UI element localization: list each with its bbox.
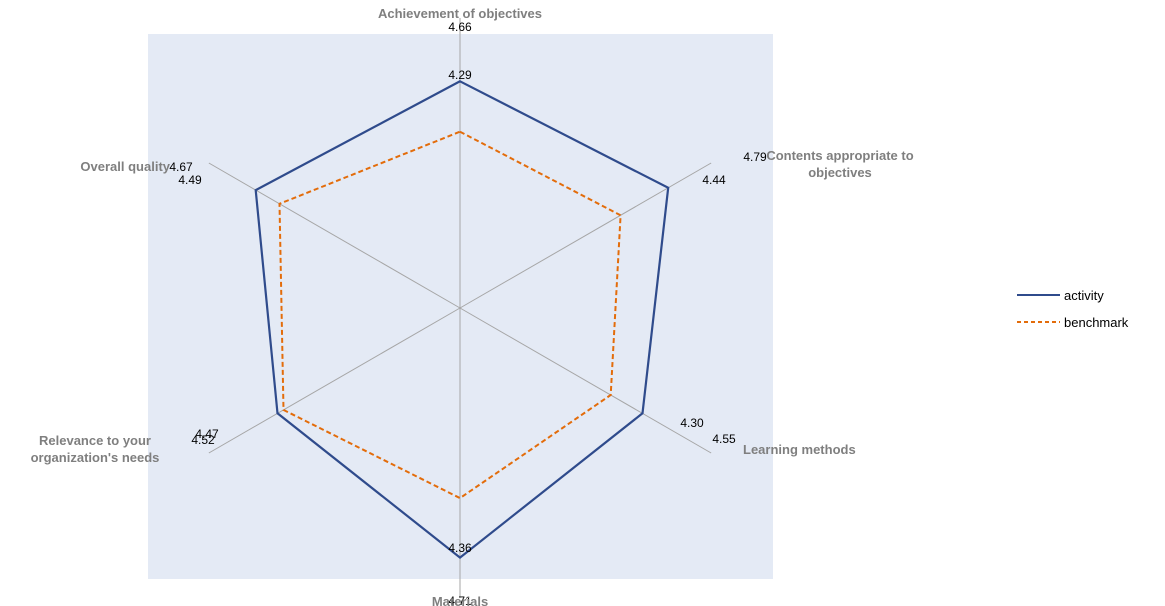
spoke-4 [208, 307, 461, 454]
axis-label-2-0: Learning methods [743, 442, 856, 457]
axis-label-4-1: organization's needs [31, 450, 160, 465]
tick-label-3-1: 4.36 [448, 541, 472, 555]
radar-series [254, 80, 670, 560]
spoke-5 [208, 162, 461, 309]
axis-label-1-0: Contents appropriate to [766, 148, 913, 163]
tick-label-3-0: 4.71 [448, 594, 472, 606]
tick-label-2-0: 4.30 [680, 416, 704, 430]
tick-label-5-0: 4.67 [169, 160, 193, 174]
legend-label-activity: activity [1064, 288, 1104, 303]
spoke-2 [459, 307, 712, 454]
tick-label-0-1: 4.29 [448, 68, 472, 82]
axis-label-1-1: objectives [808, 165, 872, 180]
series-activity [254, 80, 670, 560]
tick-label-0-0: 4.66 [448, 20, 472, 34]
radar-spokes [208, 18, 712, 598]
axis-labels: Achievement of objectives Contents approp… [31, 6, 914, 606]
axis-label-4-0: Relevance to your [39, 433, 151, 448]
series-benchmark [278, 130, 622, 500]
axis-label-3-0: Materials [432, 594, 488, 606]
legend: activity benchmark [1017, 288, 1129, 330]
tick-label-5-1: 4.49 [178, 173, 202, 187]
axis-label-5-0: Overall quality [80, 159, 170, 174]
tick-label-4-0: 4.47 [195, 427, 219, 441]
tick-label-4-1: 4.52 [191, 433, 215, 447]
tick-labels: 4.66 4.29 4.79 4.44 4.30 4.55 4.71 4.36 4.474.52… [169, 20, 767, 606]
tick-label-2-1: 4.55 [712, 432, 736, 446]
tick-label-1-1: 4.44 [702, 173, 726, 187]
tick-label-1-0: 4.79 [743, 150, 767, 164]
legend-label-benchmark: benchmark [1064, 315, 1129, 330]
axis-label-0-0: Achievement of objectives [378, 6, 542, 21]
